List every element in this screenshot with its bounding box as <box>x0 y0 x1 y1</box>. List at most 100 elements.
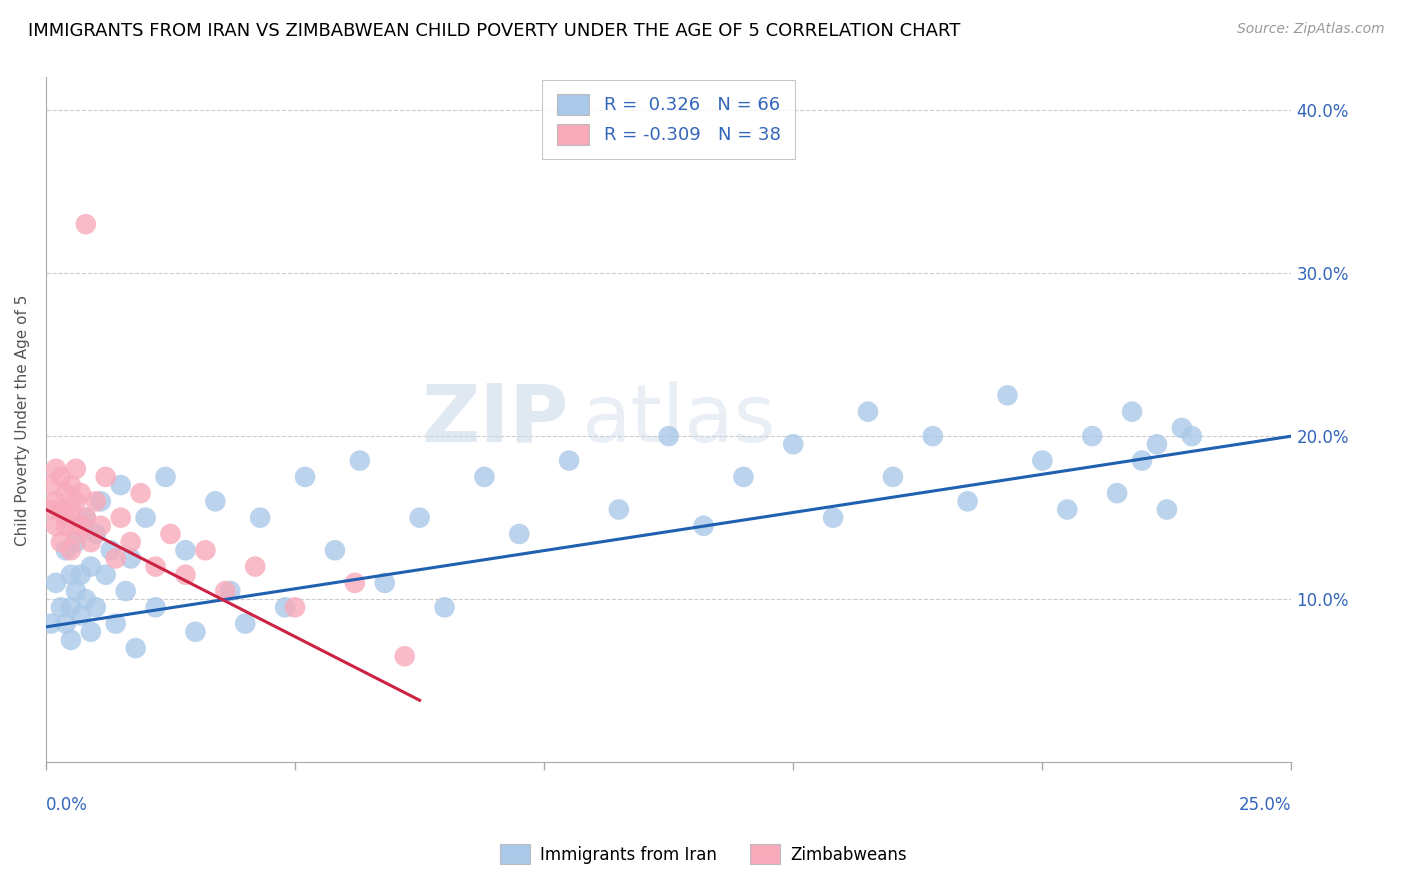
Point <box>59 478 82 492</box>
Point <box>90 518 112 533</box>
Point <box>70 567 93 582</box>
Point <box>80 535 103 549</box>
Text: 0.0%: 0.0% <box>46 797 87 814</box>
Point <box>65 535 87 549</box>
Text: ZIP: ZIP <box>422 381 569 458</box>
Point <box>245 559 267 574</box>
Point <box>110 510 132 524</box>
Point <box>1121 405 1143 419</box>
Point <box>84 527 107 541</box>
Point <box>408 510 430 524</box>
Point <box>1081 429 1104 443</box>
Point <box>214 584 236 599</box>
Point <box>70 518 93 533</box>
Point <box>39 478 62 492</box>
Point <box>145 600 167 615</box>
Point <box>658 429 681 443</box>
Point <box>90 494 112 508</box>
Point <box>120 535 142 549</box>
Point <box>49 470 72 484</box>
Point <box>323 543 346 558</box>
Point <box>1181 429 1204 443</box>
Point <box>1107 486 1129 500</box>
Point <box>1031 453 1053 467</box>
Point <box>174 543 197 558</box>
Point <box>100 543 122 558</box>
Point <box>508 527 530 541</box>
Point <box>80 624 103 639</box>
Y-axis label: Child Poverty Under the Age of 5: Child Poverty Under the Age of 5 <box>15 294 30 546</box>
Point <box>70 486 93 500</box>
Point <box>607 502 630 516</box>
Point <box>692 518 714 533</box>
Point <box>1130 453 1153 467</box>
Point <box>39 502 62 516</box>
Point <box>59 502 82 516</box>
Point <box>921 429 943 443</box>
Point <box>45 461 67 475</box>
Point <box>84 600 107 615</box>
Point <box>219 584 242 599</box>
Text: 25.0%: 25.0% <box>1239 797 1292 814</box>
Point <box>65 584 87 599</box>
Point <box>997 388 1019 402</box>
Point <box>120 551 142 566</box>
Point <box>65 527 87 541</box>
Point <box>55 486 77 500</box>
Point <box>75 217 97 231</box>
Point <box>882 470 904 484</box>
Point <box>343 575 366 590</box>
Point <box>70 608 93 623</box>
Point <box>284 600 307 615</box>
Point <box>75 510 97 524</box>
Point <box>59 543 82 558</box>
Point <box>145 559 167 574</box>
Point <box>45 494 67 508</box>
Point <box>39 616 62 631</box>
Legend: R =  0.326   N = 66, R = -0.309   N = 38: R = 0.326 N = 66, R = -0.309 N = 38 <box>543 79 794 160</box>
Point <box>194 543 217 558</box>
Point <box>55 518 77 533</box>
Point <box>55 543 77 558</box>
Point <box>129 486 152 500</box>
Point <box>474 470 496 484</box>
Point <box>374 575 396 590</box>
Point <box>104 616 127 631</box>
Point <box>184 624 207 639</box>
Point <box>856 405 879 419</box>
Point <box>782 437 804 451</box>
Text: Source: ZipAtlas.com: Source: ZipAtlas.com <box>1237 22 1385 37</box>
Point <box>94 470 117 484</box>
Point <box>45 575 67 590</box>
Point <box>159 527 181 541</box>
Point <box>84 494 107 508</box>
Point <box>75 510 97 524</box>
Point <box>135 510 157 524</box>
Point <box>733 470 755 484</box>
Point <box>55 616 77 631</box>
Point <box>433 600 456 615</box>
Point <box>174 567 197 582</box>
Point <box>55 510 77 524</box>
Point <box>94 567 117 582</box>
Point <box>1171 421 1194 435</box>
Point <box>80 559 103 574</box>
Point <box>294 470 316 484</box>
Point <box>124 641 146 656</box>
Point <box>274 600 297 615</box>
Point <box>823 510 845 524</box>
Point <box>204 494 226 508</box>
Point <box>104 551 127 566</box>
Point <box>155 470 177 484</box>
Legend: Immigrants from Iran, Zimbabweans: Immigrants from Iran, Zimbabweans <box>494 838 912 871</box>
Point <box>110 478 132 492</box>
Point <box>59 632 82 647</box>
Point <box>59 600 82 615</box>
Point <box>49 600 72 615</box>
Point <box>558 453 581 467</box>
Text: IMMIGRANTS FROM IRAN VS ZIMBABWEAN CHILD POVERTY UNDER THE AGE OF 5 CORRELATION : IMMIGRANTS FROM IRAN VS ZIMBABWEAN CHILD… <box>28 22 960 40</box>
Point <box>1146 437 1168 451</box>
Point <box>394 649 416 664</box>
Point <box>75 592 97 607</box>
Point <box>65 461 87 475</box>
